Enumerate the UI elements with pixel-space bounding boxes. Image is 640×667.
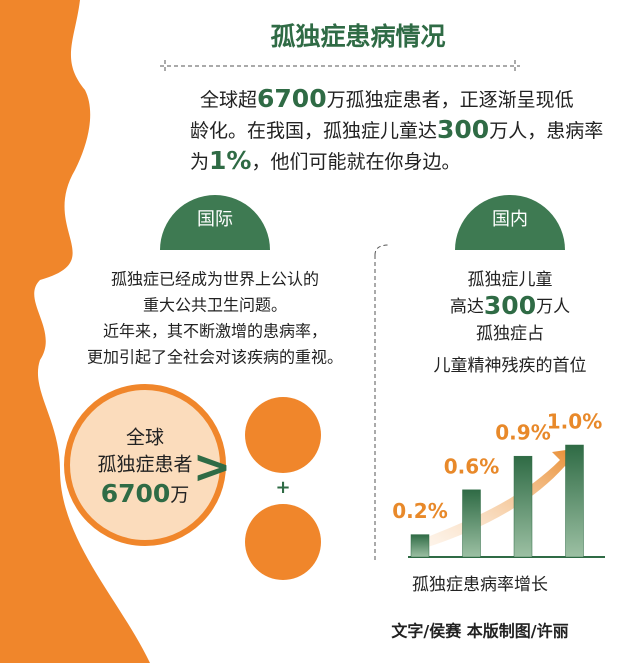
text-line: 孤独症儿童 — [468, 270, 553, 290]
title: 孤独症患病情况 — [270, 22, 445, 51]
circle-text: 孤独症患者 — [97, 454, 192, 476]
intro-line: 为1%，他们可能就在你身边。 — [190, 146, 460, 175]
highlight: 300 — [484, 291, 536, 320]
bar — [513, 455, 533, 558]
circle-number: 6700万 — [101, 479, 190, 508]
tab — [455, 195, 565, 250]
text: 万 — [170, 484, 189, 506]
value-label: 0.2% — [392, 499, 447, 523]
text: 万人 — [536, 297, 570, 317]
bar — [410, 534, 430, 558]
text: 全球超 — [200, 89, 257, 111]
text-line: 重大公共卫生问题。 — [143, 296, 287, 315]
section-label: 国内 — [492, 209, 528, 230]
intro-line: 龄化。在我国，孤独症儿童达300万人，患病率 — [190, 115, 603, 144]
highlight: 6700 — [101, 479, 171, 508]
highlight: 6700 — [257, 84, 327, 113]
section-label: 国际 — [197, 209, 233, 230]
text-line: 近年来，其不断激增的患病率， — [103, 322, 327, 341]
bar — [565, 444, 584, 558]
divider — [160, 60, 520, 560]
highlight: 1% — [209, 146, 251, 175]
plus: + — [275, 477, 290, 498]
big-circle — [64, 384, 226, 546]
symbol: > — [193, 440, 232, 494]
value-label: 0.6% — [444, 454, 499, 478]
text: ，他们可能就在你身边。 — [251, 151, 460, 173]
value-label: 1.0% — [547, 410, 602, 434]
text-line: 孤独症已经成为世界上公认的 — [111, 270, 319, 289]
text-line: 更加引起了全社会对该疾病的重视。 — [87, 348, 343, 367]
text: 万孤独症患者，正逐渐呈现低 — [327, 89, 574, 111]
text: 孤独症占 — [476, 324, 544, 344]
credit: 文字/侯赛 本版制图/许丽 — [391, 622, 568, 641]
text-line: 高达300万人 — [450, 291, 570, 320]
text-line: 儿童精神残疾的首位 — [434, 356, 587, 376]
text: 为 — [190, 151, 209, 173]
text: 高达 — [450, 297, 484, 317]
text-line: 孤独症占 — [476, 324, 544, 344]
arrow — [420, 448, 580, 548]
small-circle — [245, 397, 321, 473]
bar — [462, 489, 481, 558]
small-circle — [245, 504, 321, 580]
intro-line: 全球超6700万孤独症患者，正逐渐呈现低 — [200, 84, 574, 113]
text: 龄化。在我国，孤独症儿童达 — [190, 120, 437, 142]
text: 万人，患病率 — [489, 120, 603, 142]
highlight: 300 — [437, 115, 489, 144]
silhouette — [0, 0, 150, 663]
tab — [160, 195, 270, 250]
text: 孤独症儿童 — [468, 270, 553, 290]
text: 儿童精神残疾的首位 — [434, 356, 587, 376]
chart-title: 孤独症患病率增长 — [412, 575, 548, 595]
circle-text: 全球 — [126, 427, 164, 449]
value-label: 0.9% — [495, 421, 550, 445]
